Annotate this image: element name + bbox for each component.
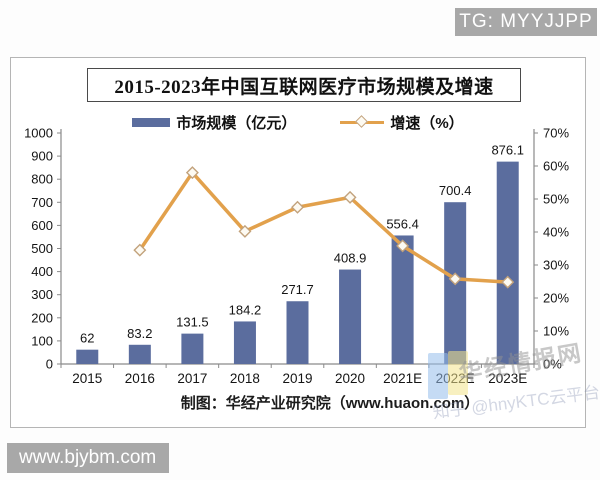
- left-axis-tick-label: 200: [31, 310, 53, 325]
- right-axis-tick-label: 20%: [543, 291, 569, 306]
- left-axis-tick-label: 800: [31, 172, 53, 187]
- right-axis-tick-label: 40%: [543, 225, 569, 240]
- right-axis-tick-label: 60%: [543, 159, 569, 174]
- right-axis-tick-label: 70%: [543, 126, 569, 141]
- left-axis-tick-label: 700: [31, 195, 53, 210]
- left-axis-tick-label: 1000: [24, 126, 53, 141]
- x-axis-label: 2015: [72, 371, 102, 386]
- left-axis-tick-label: 900: [31, 149, 53, 164]
- left-axis-tick-label: 0: [46, 357, 53, 372]
- bar: [181, 333, 204, 364]
- legend-item-growth: 增速（%）: [340, 112, 464, 133]
- growth-marker: [396, 239, 410, 253]
- growth-line: [138, 170, 510, 284]
- bar: [233, 321, 256, 364]
- bar-value-label: 62: [80, 331, 94, 346]
- chart-container: 2015-2023年中国互联网医疗市场规模及增速 市场规模（亿元） 增速（%） …: [10, 57, 586, 428]
- left-axis-tick-label: 100: [31, 333, 53, 348]
- left-axis-tick-label: 600: [31, 218, 53, 233]
- legend-label-market-size: 市场规模（亿元）: [176, 114, 297, 132]
- legend: 市场规模（亿元） 增速（%）: [11, 110, 585, 134]
- bar-value-label: 131.5: [176, 315, 209, 330]
- right-axis-tick-label: 10%: [543, 324, 569, 339]
- x-axis-label: 2020: [335, 371, 365, 386]
- right-axis-tick-label: 0%: [543, 357, 562, 372]
- bar: [128, 344, 151, 364]
- growth-marker: [448, 272, 462, 286]
- bar-value-label: 184.2: [229, 302, 262, 317]
- x-axis-label: 2021E: [383, 371, 422, 386]
- bar-value-label: 271.7: [281, 282, 314, 297]
- bar: [391, 235, 414, 364]
- legend-item-market-size: 市场规模（亿元）: [132, 112, 296, 133]
- left-axis-tick-label: 400: [31, 264, 53, 279]
- left-axis-tick-label: 300: [31, 287, 53, 302]
- growth-marker: [238, 224, 252, 238]
- bar-swatch-icon: [132, 117, 171, 127]
- zhihu-logo-watermark-blue: [428, 353, 448, 399]
- growth-marker: [291, 200, 304, 214]
- right-axis-tick-label: 30%: [543, 258, 569, 273]
- plot: 0 100 200 300 400 500 600 700 800 900 1000 0% 10% 20%…: [24, 126, 569, 387]
- bar-value-label: 876.1: [491, 143, 524, 158]
- line-swatch-icon: [340, 115, 385, 128]
- legend-label-growth: 增速（%）: [390, 114, 464, 132]
- growth-marker: [133, 243, 147, 257]
- bar-value-label: 556.4: [386, 216, 419, 231]
- zhihu-logo-watermark-yellow: [448, 351, 468, 395]
- growth-marker: [343, 190, 357, 204]
- x-axis-label: 2023E: [488, 371, 527, 386]
- x-axis-label: 2016: [125, 371, 155, 386]
- bar: [286, 301, 309, 364]
- chart-title: 2015-2023年中国互联网医疗市场规模及增速: [87, 68, 521, 102]
- growth-marker: [501, 275, 515, 289]
- bar-value-label: 408.9: [334, 251, 367, 266]
- bar: [339, 269, 362, 364]
- bar: [496, 161, 519, 364]
- x-axis-label: 2017: [177, 371, 207, 386]
- left-axis-tick-label: 500: [31, 241, 53, 256]
- caption: 制图：华经产业研究院（www.huaon.com）: [180, 395, 480, 412]
- tg-badge: TG: MYYJJPP: [455, 8, 597, 36]
- site-badge: www.bjybm.com: [7, 443, 169, 473]
- right-axis-tick-label: 50%: [543, 192, 569, 207]
- bar-value-label: 83.2: [127, 326, 152, 341]
- bar-value-label: 700.4: [439, 183, 472, 198]
- bar: [76, 349, 99, 364]
- x-axis-label: 2018: [230, 371, 260, 386]
- growth-marker: [185, 166, 199, 180]
- x-axis-label: 2019: [282, 371, 312, 386]
